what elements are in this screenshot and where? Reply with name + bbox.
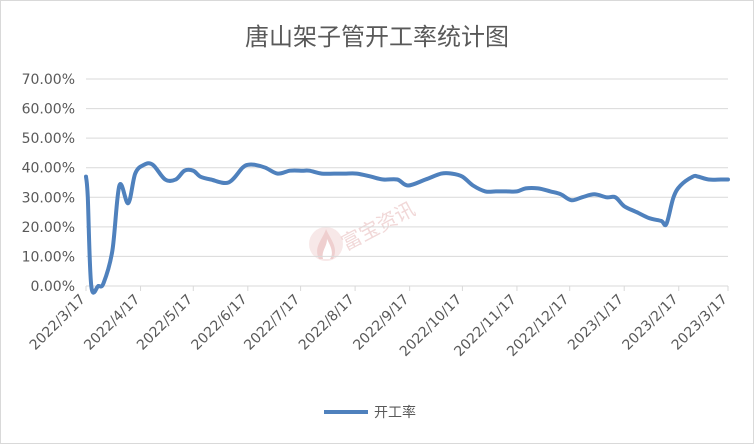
x-tick-label: 2022/4/17 xyxy=(81,292,143,354)
x-tick-label: 2022/7/17 xyxy=(241,292,303,354)
legend-label: 开工率 xyxy=(374,404,416,421)
y-tick-label: 40.00% xyxy=(22,161,75,177)
y-axis-ticks: 0.00% 10.00% 20.00% 30.00% 40.00% 50.00% 60.00… xyxy=(22,72,75,295)
grid-lines xyxy=(86,78,728,257)
legend: 开工率 xyxy=(324,404,416,421)
y-tick-label: 60.00% xyxy=(22,102,75,118)
watermark-logo: 富宝资讯 xyxy=(309,197,419,261)
watermark-flame-icon xyxy=(309,227,343,261)
y-tick-label: 0.00% xyxy=(31,279,75,295)
chart-title: 唐山架子管开工率统计图 xyxy=(245,23,509,51)
x-tick-label: 2022/3/17 xyxy=(27,292,89,354)
watermark-text: 富宝资讯 xyxy=(337,197,419,256)
y-tick-label: 30.00% xyxy=(22,190,75,206)
x-tick-label: 2022/6/17 xyxy=(189,292,251,354)
y-tick-label: 20.00% xyxy=(22,220,75,236)
series-layer xyxy=(84,161,730,295)
y-tick-label: 50.00% xyxy=(22,131,75,147)
y-tick-label: 10.00% xyxy=(22,249,75,265)
x-tick-label: 2022/5/17 xyxy=(134,292,196,354)
x-tick-label: 2022/8/17 xyxy=(296,292,358,354)
series-line-operating-rate xyxy=(84,161,730,295)
x-tick-label: 2023/1/17 xyxy=(565,292,627,354)
x-axis-ticks: 2022/3/172022/4/172022/5/172022/6/172022… xyxy=(27,286,731,360)
y-tick-label: 70.00% xyxy=(22,72,75,88)
